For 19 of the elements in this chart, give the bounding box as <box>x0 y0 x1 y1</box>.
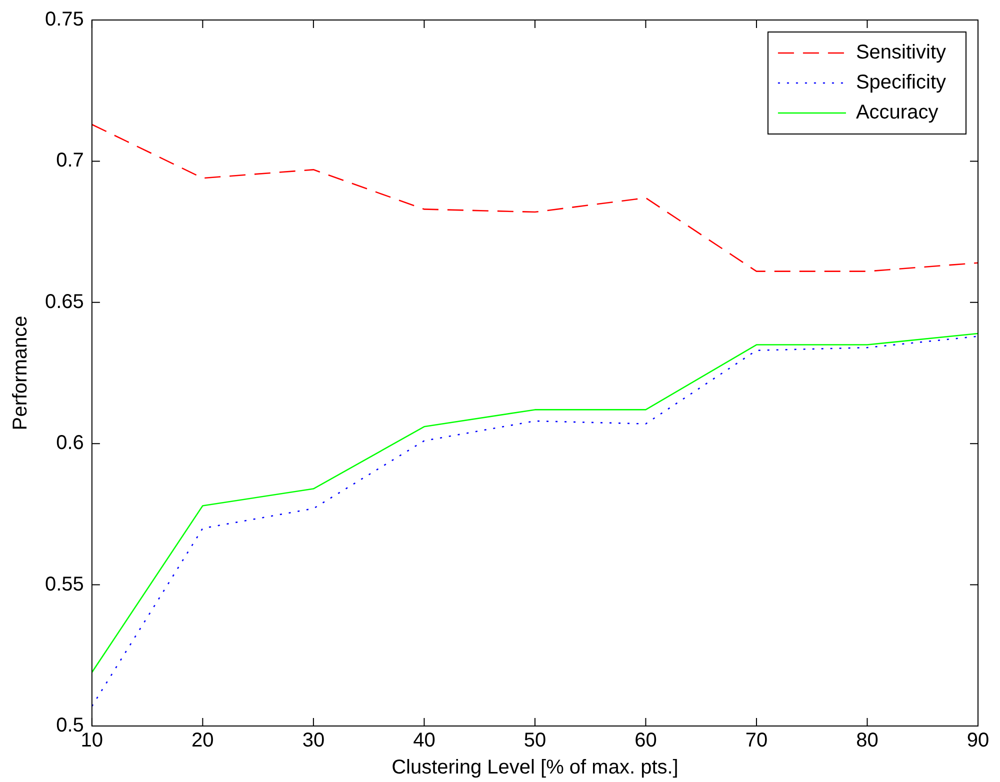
x-tick-label: 30 <box>302 730 325 752</box>
legend-label: Specificity <box>856 72 946 94</box>
y-tick-label: 0.55 <box>44 573 84 596</box>
x-tick-label: 40 <box>413 730 436 752</box>
x-tick-label: 90 <box>966 730 990 752</box>
line-series <box>92 124 978 272</box>
x-axis-title: Clustering Level [% of max. pts.] <box>392 756 678 779</box>
y-tick-label: 0.65 <box>44 290 84 313</box>
legend-label: Accuracy <box>856 102 938 124</box>
y-tick-label: 0.75 <box>44 8 84 31</box>
x-tick-label: 80 <box>856 730 878 752</box>
y-axis-title: Performance <box>10 316 32 430</box>
x-tick-label: 70 <box>745 730 768 752</box>
x-tick-label: 20 <box>192 730 214 752</box>
y-tick-label: 0.6 <box>56 432 84 454</box>
legend-label: Sensitivity <box>856 42 946 64</box>
y-tick-label: 0.7 <box>56 150 84 172</box>
x-tick-label: 50 <box>524 730 546 752</box>
x-tick-label: 60 <box>634 730 657 752</box>
